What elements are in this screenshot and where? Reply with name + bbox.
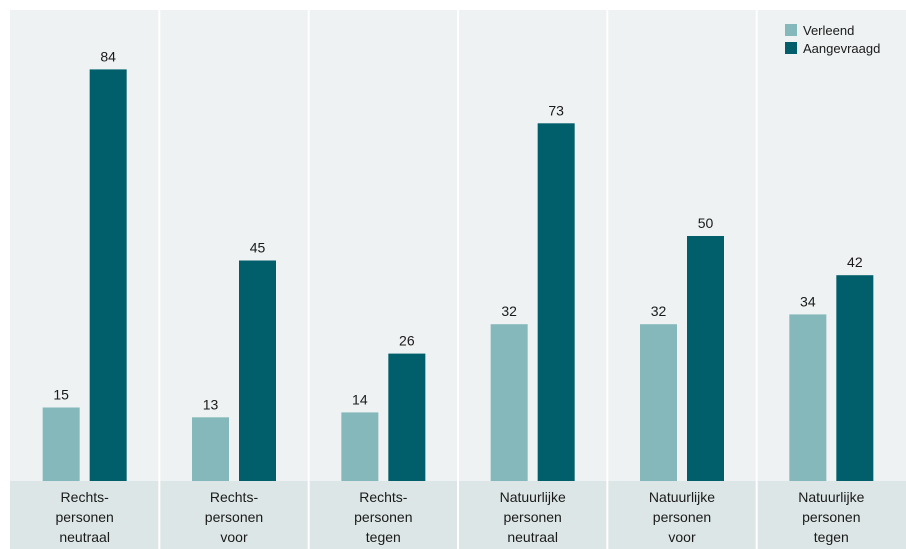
legend-label: Verleend xyxy=(803,23,854,38)
category-label: personen xyxy=(802,509,860,525)
bar-aangevraagd xyxy=(537,123,575,482)
bar-aangevraagd xyxy=(388,353,426,481)
category-label: Rechts- xyxy=(61,489,110,505)
chart-background xyxy=(10,10,906,549)
category-label: personen xyxy=(503,509,561,525)
category-label: personen xyxy=(653,509,711,525)
category-label: Rechts- xyxy=(359,489,408,505)
bar-verleend xyxy=(789,314,827,481)
bar-verleend xyxy=(42,407,80,481)
data-label: 13 xyxy=(203,396,219,412)
category-label: voor xyxy=(220,529,248,545)
data-label: 84 xyxy=(100,48,116,64)
bar-verleend xyxy=(490,324,528,481)
category-label: personen xyxy=(55,509,113,525)
category-label: personen xyxy=(354,509,412,525)
bar-aangevraagd xyxy=(239,260,276,481)
data-label: 34 xyxy=(800,293,816,309)
data-label: 50 xyxy=(698,215,714,231)
data-label: 15 xyxy=(53,387,69,403)
bar-aangevraagd xyxy=(836,275,874,481)
data-label: 42 xyxy=(847,254,863,270)
data-label: 26 xyxy=(399,333,415,349)
data-label: 14 xyxy=(352,391,368,407)
bar-verleend xyxy=(192,417,229,481)
category-label: Natuurlijke xyxy=(798,489,864,505)
bar-verleend xyxy=(341,412,379,481)
category-label: tegen xyxy=(366,529,401,545)
bars-group xyxy=(42,69,874,482)
legend: Verleend Aangevraagd xyxy=(785,23,880,56)
data-label: 45 xyxy=(250,240,266,256)
legend-swatch-verleend xyxy=(785,24,797,36)
category-label: neutraal xyxy=(507,529,558,545)
labels-group: 15 84 Rechts-personen neutraal 13 45 Rechts-pe… xyxy=(53,48,864,545)
category-label: tegen xyxy=(814,529,849,545)
legend-swatch-aangevraagd xyxy=(785,42,797,54)
legend-label: Aangevraagd xyxy=(803,41,880,56)
category-label: Natuurlijke xyxy=(500,489,566,505)
category-label: Natuurlijke xyxy=(649,489,715,505)
bar-verleend xyxy=(640,324,677,481)
data-label: 32 xyxy=(501,303,517,319)
data-label: 32 xyxy=(651,303,667,319)
bar-aangevraagd xyxy=(89,69,127,482)
bar-aangevraagd xyxy=(687,236,724,481)
category-label: personen xyxy=(205,509,263,525)
category-label: neutraal xyxy=(59,529,110,545)
data-label: 73 xyxy=(548,102,564,118)
category-label: voor xyxy=(668,529,696,545)
category-label: Rechts- xyxy=(210,489,259,505)
